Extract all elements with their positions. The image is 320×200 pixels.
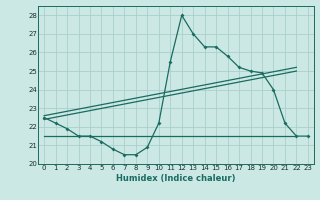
X-axis label: Humidex (Indice chaleur): Humidex (Indice chaleur) xyxy=(116,174,236,183)
